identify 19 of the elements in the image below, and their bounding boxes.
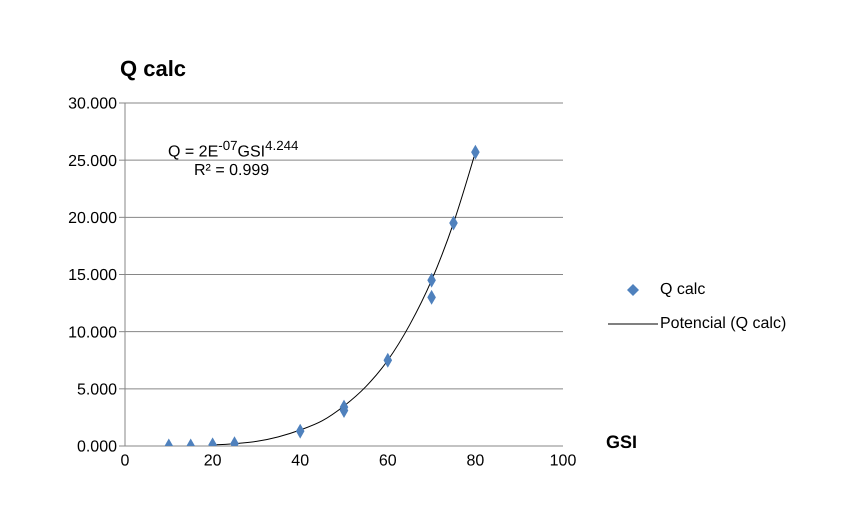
legend-label: Q calc bbox=[660, 281, 706, 299]
x-tick-label: 20 bbox=[204, 452, 222, 470]
y-tick-label: 5.000 bbox=[76, 382, 118, 399]
y-tick-label: 20.000 bbox=[68, 210, 118, 228]
y-tick-label: 10.000 bbox=[68, 324, 118, 342]
y-tick-label: 25.000 bbox=[68, 152, 118, 170]
y-tick-label: 30.000 bbox=[68, 96, 118, 113]
annotation: R² = 0.999 bbox=[194, 162, 270, 180]
y-tick-label: 15.000 bbox=[68, 267, 118, 284]
x-tick-label: 60 bbox=[378, 452, 397, 470]
x-tick-label: 100 bbox=[550, 452, 576, 470]
x-tick-label: 40 bbox=[291, 452, 310, 470]
x-tick-label: 0 bbox=[120, 452, 130, 470]
x-tick-label: 80 bbox=[466, 452, 484, 470]
legend-label: Potencial (Q calc) bbox=[660, 315, 786, 333]
annotation: Q = 2E$^{-07}$GSI$^{4.244}$ bbox=[168, 138, 298, 162]
x-axis-title: GSI bbox=[606, 432, 638, 453]
chart-title: Q calc bbox=[120, 56, 186, 82]
y-tick-label: 0.000 bbox=[76, 438, 118, 456]
